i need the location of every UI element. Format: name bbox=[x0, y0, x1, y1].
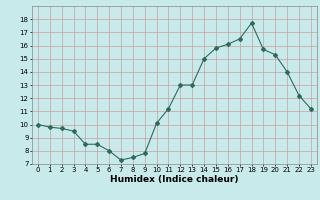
X-axis label: Humidex (Indice chaleur): Humidex (Indice chaleur) bbox=[110, 175, 239, 184]
